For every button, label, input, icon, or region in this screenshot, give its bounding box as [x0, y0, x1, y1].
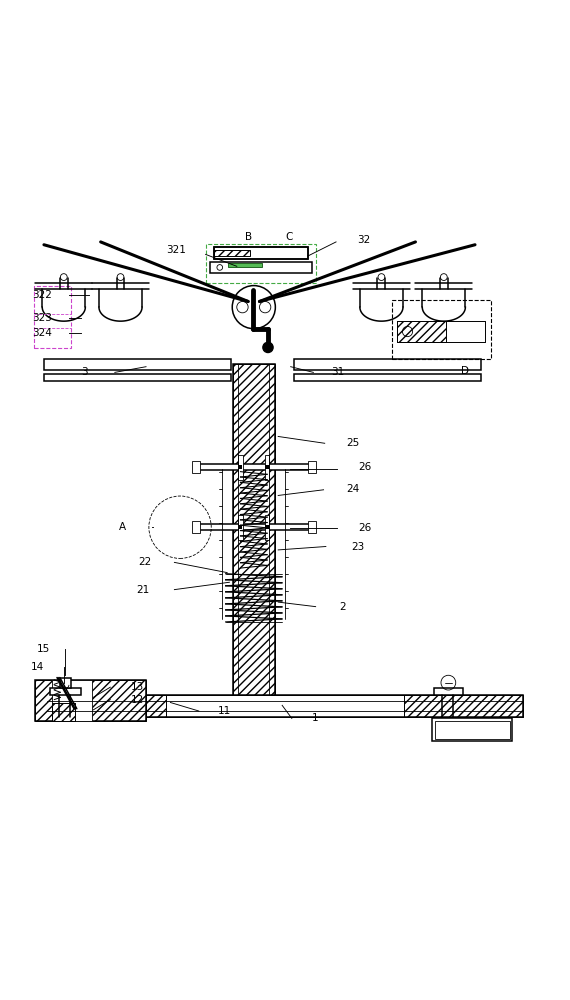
Bar: [265, 515, 270, 540]
Text: 1: 1: [312, 713, 319, 723]
Bar: [397, 321, 446, 342]
Circle shape: [263, 342, 273, 353]
Bar: [52, 703, 75, 721]
Bar: [35, 680, 146, 721]
Bar: [47, 695, 523, 717]
Bar: [228, 263, 262, 267]
Text: 2: 2: [340, 602, 346, 612]
Circle shape: [237, 301, 248, 313]
Bar: [214, 247, 308, 259]
Bar: [404, 695, 523, 717]
Bar: [34, 286, 71, 348]
Text: 324: 324: [32, 328, 52, 338]
Text: D: D: [461, 366, 469, 376]
Bar: [60, 678, 71, 688]
Bar: [197, 464, 310, 470]
Bar: [397, 321, 485, 342]
Bar: [166, 695, 404, 717]
Bar: [52, 680, 92, 721]
Bar: [397, 321, 485, 342]
Circle shape: [259, 301, 271, 313]
Bar: [392, 300, 491, 359]
Bar: [210, 262, 312, 273]
Bar: [239, 525, 242, 529]
Bar: [238, 515, 243, 540]
Text: 322: 322: [32, 290, 52, 300]
Bar: [44, 374, 231, 381]
Bar: [266, 525, 269, 529]
Text: 26: 26: [359, 523, 372, 533]
Text: 321: 321: [166, 245, 186, 255]
Bar: [50, 688, 80, 695]
Bar: [239, 465, 242, 469]
Bar: [206, 244, 316, 283]
Text: 11: 11: [218, 706, 231, 716]
Bar: [233, 364, 275, 695]
Bar: [265, 455, 270, 480]
Text: 21: 21: [136, 585, 150, 595]
Bar: [434, 688, 463, 695]
Text: 31: 31: [332, 367, 345, 377]
Bar: [52, 703, 75, 721]
Bar: [308, 521, 316, 533]
Bar: [192, 521, 200, 533]
Bar: [433, 718, 512, 741]
Bar: [238, 455, 243, 480]
Text: 23: 23: [351, 542, 364, 552]
Bar: [294, 374, 481, 381]
Text: 26: 26: [359, 462, 372, 472]
Bar: [47, 695, 166, 717]
Bar: [294, 359, 481, 370]
Text: 15: 15: [36, 644, 50, 654]
Circle shape: [217, 265, 223, 270]
Text: 14: 14: [31, 662, 44, 672]
Text: 25: 25: [346, 438, 360, 448]
Text: A: A: [119, 522, 127, 532]
Text: 12: 12: [131, 695, 144, 705]
Text: 13: 13: [131, 682, 144, 692]
Bar: [214, 250, 250, 256]
Text: 24: 24: [346, 484, 360, 494]
Bar: [197, 524, 310, 530]
Bar: [233, 364, 275, 695]
Text: C: C: [285, 232, 292, 242]
Text: B: B: [245, 232, 253, 242]
Bar: [35, 680, 146, 721]
Circle shape: [232, 286, 275, 329]
Bar: [308, 461, 316, 473]
Bar: [214, 247, 308, 259]
Bar: [266, 465, 269, 469]
Text: 32: 32: [357, 235, 371, 245]
Text: 323: 323: [32, 313, 52, 323]
Bar: [192, 461, 200, 473]
Bar: [435, 721, 510, 739]
Bar: [50, 688, 81, 695]
Bar: [44, 359, 231, 370]
Text: 22: 22: [139, 557, 152, 567]
Text: 3: 3: [81, 367, 87, 377]
